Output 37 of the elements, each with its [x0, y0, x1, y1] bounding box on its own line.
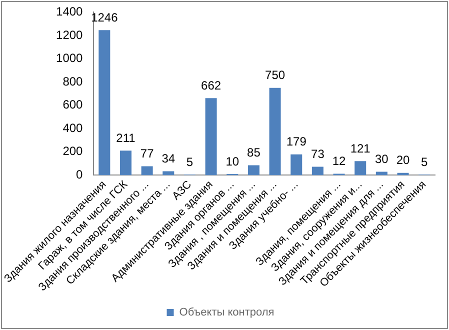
data-label: 5	[186, 154, 194, 169]
data-label: 121	[350, 141, 371, 156]
legend-label: Объекты контроля	[179, 306, 274, 319]
data-label: 30	[375, 152, 389, 166]
data-label: 10	[226, 154, 240, 168]
bar	[205, 98, 217, 176]
data-label: 211	[116, 130, 136, 145]
y-tick-label: 200	[62, 144, 84, 158]
data-label: 12	[332, 154, 346, 168]
y-tick-label: 800	[62, 74, 84, 88]
y-tick-label: 400	[62, 120, 84, 135]
bar	[248, 165, 260, 176]
data-label: 179	[286, 134, 307, 149]
bar	[269, 88, 281, 176]
bar	[141, 166, 153, 176]
data-label: 20	[396, 153, 410, 168]
y-tick-label: 1400	[56, 4, 84, 19]
bar	[354, 161, 366, 176]
data-label: 73	[311, 147, 325, 162]
data-label: 85	[247, 146, 261, 160]
bar	[376, 172, 388, 176]
data-label: 5	[420, 154, 428, 169]
y-tick-label: 1000	[56, 51, 84, 66]
y-tick-label: 600	[62, 98, 84, 112]
bar	[162, 171, 174, 176]
y-tick-label: 0	[76, 168, 84, 182]
data-label: 34	[162, 152, 176, 166]
bar	[312, 166, 324, 176]
data-label: 662	[201, 78, 222, 92]
bar	[120, 150, 132, 176]
y-tick-label: 1200	[56, 28, 84, 42]
bar	[98, 30, 110, 176]
data-label: 1246	[91, 10, 118, 24]
bar	[290, 154, 302, 176]
data-label: 77	[140, 146, 154, 161]
data-label: 750	[265, 68, 286, 82]
bar	[397, 172, 409, 176]
